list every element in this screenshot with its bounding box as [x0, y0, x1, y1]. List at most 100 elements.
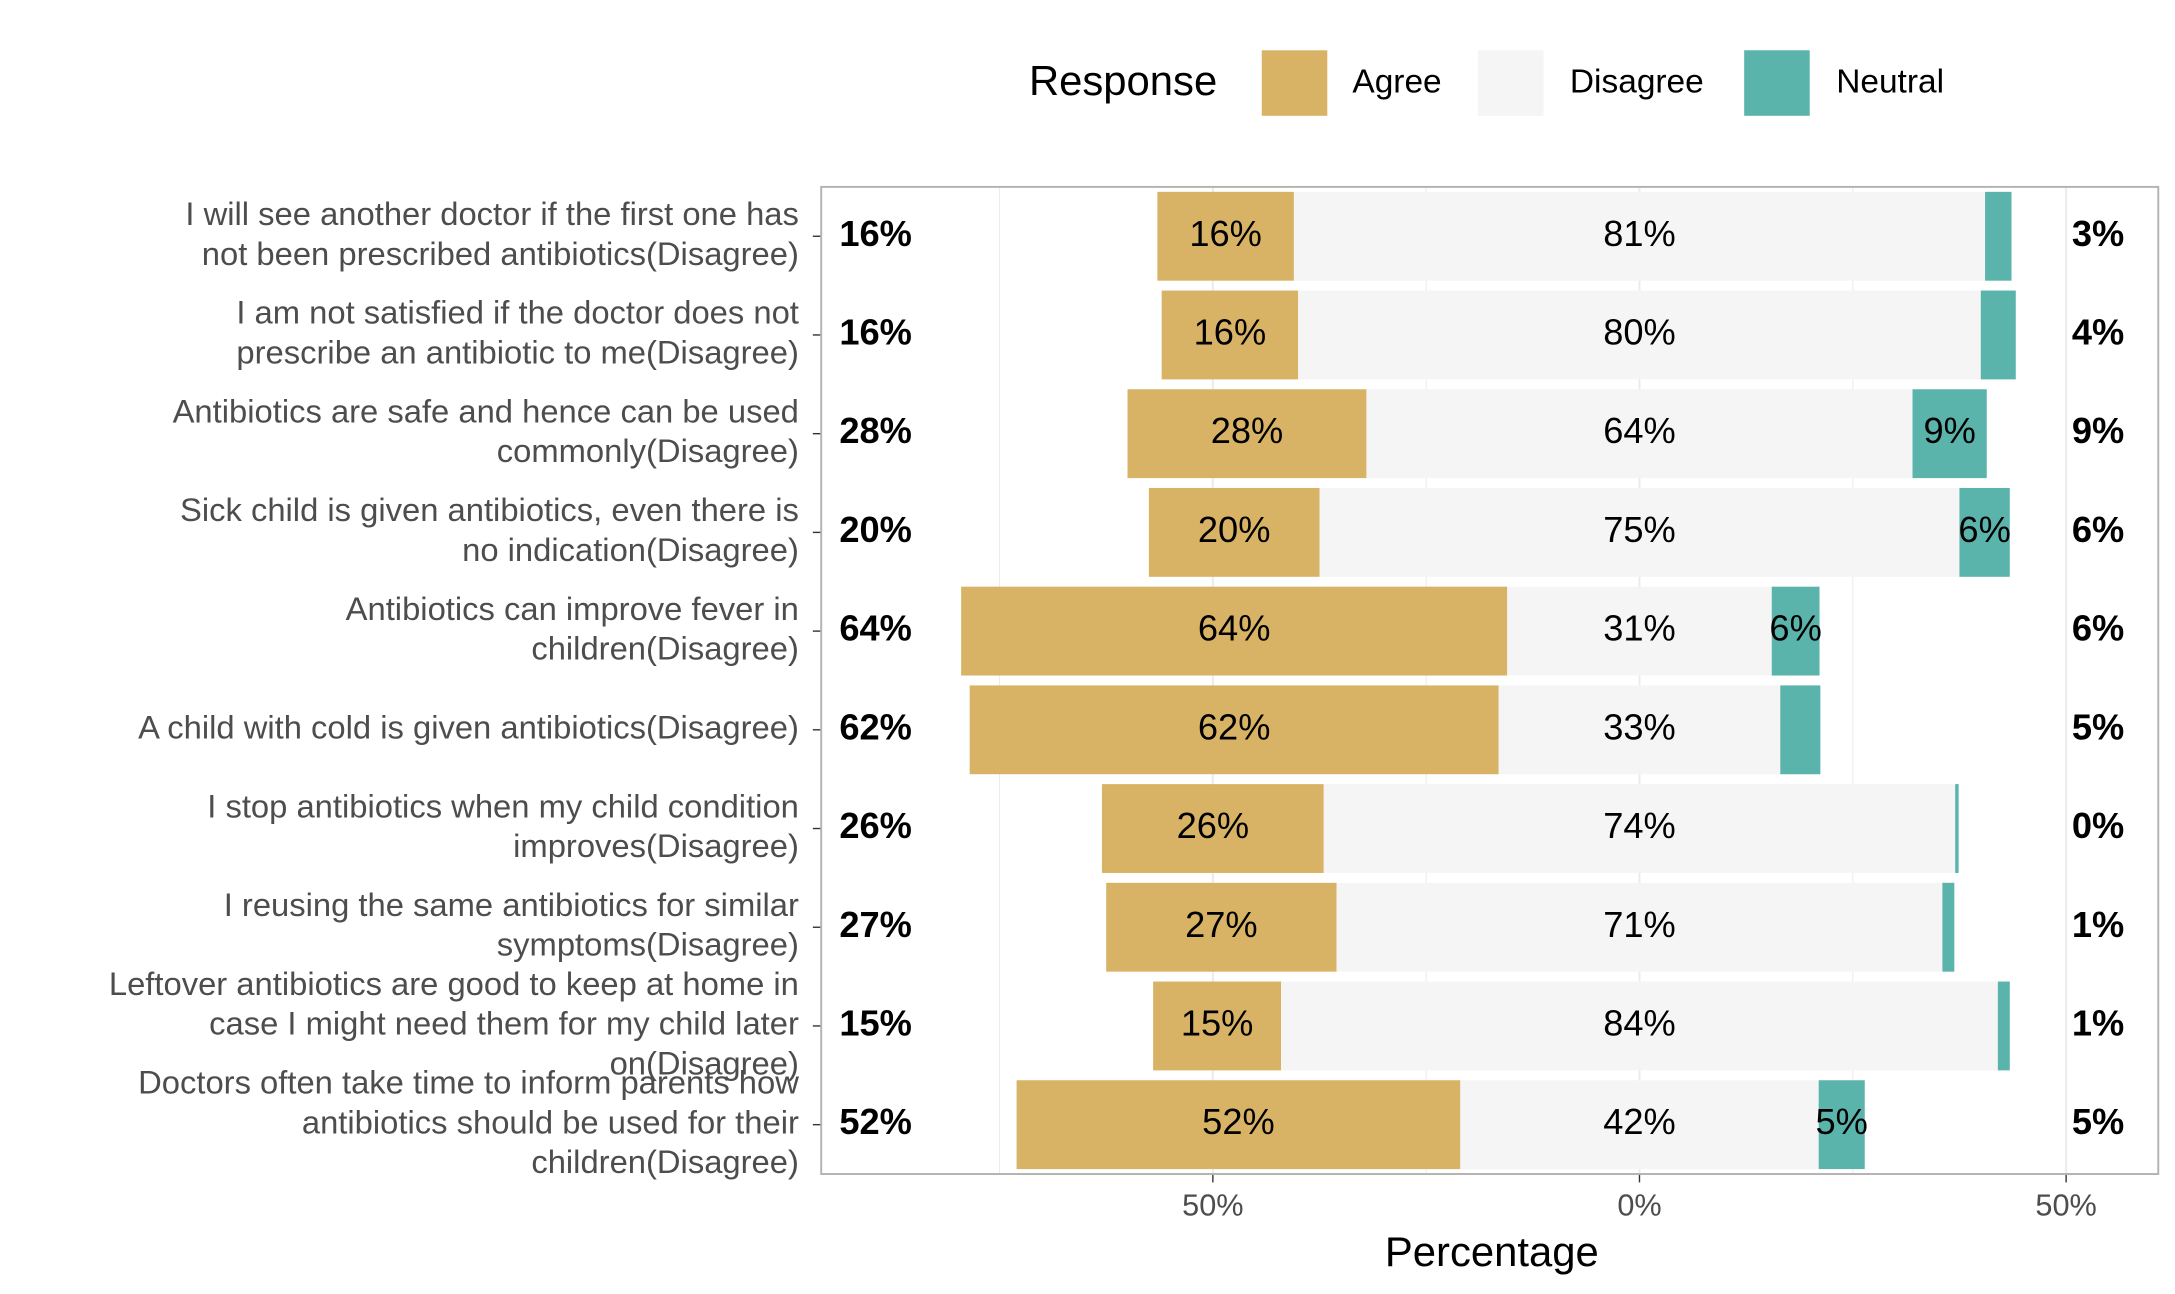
bar-label: 81% — [1603, 213, 1676, 254]
y-tick-label: commonly(Disagree) — [497, 432, 799, 469]
y-tick-label: no indication(Disagree) — [462, 531, 799, 568]
bar-label: 15% — [1181, 1003, 1254, 1044]
bar-agree — [1153, 981, 1282, 1071]
right-total-label: 3% — [2072, 213, 2124, 254]
bar-label: 26% — [1177, 805, 1250, 846]
bar-label: 74% — [1603, 805, 1676, 846]
bar-label: 33% — [1603, 706, 1676, 747]
y-tick-label: Antibiotics can improve fever in — [346, 590, 799, 627]
y-tick-label: antibiotics should be used for their — [302, 1103, 799, 1140]
y-tick-label: children(Disagree) — [531, 630, 799, 667]
y-tick-label: I stop antibiotics when my child conditi… — [207, 787, 799, 824]
bar-neutral — [1942, 882, 1955, 972]
bar-agree — [1101, 784, 1324, 873]
right-total-label: 6% — [2072, 608, 2124, 649]
bar-label: 31% — [1603, 608, 1676, 649]
bar-disagree — [1298, 290, 1981, 380]
bar-neutral — [1818, 1080, 1865, 1170]
y-tick-label: not been prescribed antibiotics(Disagree… — [202, 235, 799, 272]
bar-neutral — [1959, 487, 2010, 577]
bar-agree — [1161, 290, 1299, 380]
bar-disagree — [1336, 882, 1943, 972]
y-tick-label: Doctors often take time to inform parent… — [138, 1064, 799, 1101]
bar-disagree — [1366, 389, 1913, 479]
y-tick-label: improves(Disagree) — [513, 827, 799, 864]
left-total-label: 62% — [839, 706, 912, 747]
right-total-label: 5% — [2072, 706, 2124, 747]
bar-label: 9% — [1923, 410, 1975, 451]
legend-label: Neutral — [1836, 64, 1944, 101]
bar-label: 84% — [1603, 1003, 1676, 1044]
y-tick-label: Leftover antibiotics are good to keep at… — [109, 965, 799, 1002]
bar-label: 80% — [1603, 312, 1676, 353]
bar-label: 64% — [1603, 410, 1676, 451]
y-tick-label: I reusing the same antibiotics for simil… — [224, 886, 799, 923]
right-total-label: 4% — [2072, 312, 2124, 353]
left-total-label: 16% — [839, 312, 912, 353]
right-total-label: 1% — [2072, 1003, 2124, 1044]
y-tick-label: symptoms(Disagree) — [497, 926, 799, 963]
bar-label: 62% — [1198, 706, 1271, 747]
legend-title: Response — [1029, 57, 1217, 104]
bar-agree — [1016, 1080, 1461, 1170]
legend-key — [1744, 50, 1810, 116]
y-tick-label: prescribe an antibiotic to me(Disagree) — [236, 333, 798, 370]
bar-label: 64% — [1198, 608, 1271, 649]
bar-label: 6% — [1769, 608, 1821, 649]
bar-label: 5% — [1816, 1101, 1868, 1142]
right-total-label: 6% — [2072, 509, 2124, 550]
bar-label: 71% — [1603, 904, 1676, 945]
bar-agree — [1148, 487, 1320, 577]
bar-label: 27% — [1185, 904, 1258, 945]
y-tick-label: on(Disagree) — [610, 1044, 799, 1081]
bar-label: 16% — [1189, 213, 1262, 254]
bar-disagree — [1498, 685, 1781, 775]
bar-label: 28% — [1211, 410, 1284, 451]
bar-disagree — [1293, 191, 1986, 281]
bar-disagree — [1507, 586, 1772, 676]
y-tick-label: case I might need them for my child late… — [209, 1005, 799, 1042]
bar-neutral — [1912, 389, 1987, 479]
legend-key — [1477, 50, 1544, 116]
bar-neutral — [1980, 290, 2016, 380]
left-total-label: 52% — [839, 1101, 912, 1142]
y-tick-label: I am not satisfied if the doctor does no… — [236, 294, 799, 331]
bar-label: 52% — [1202, 1101, 1275, 1142]
bar-agree — [1127, 389, 1367, 479]
left-total-label: 64% — [839, 608, 912, 649]
y-tick-label: children(Disagree) — [531, 1143, 799, 1180]
bar-agree — [969, 685, 1499, 775]
y-tick-label: Sick child is given antibiotics, even th… — [180, 491, 799, 528]
left-total-label: 28% — [839, 410, 912, 451]
bar-disagree — [1460, 1080, 1819, 1170]
bar-agree — [1157, 191, 1294, 281]
bar-neutral — [1780, 685, 1821, 775]
left-total-label: 15% — [839, 1003, 912, 1044]
x-tick-label: 50% — [1182, 1189, 1243, 1223]
right-total-label: 1% — [2072, 904, 2124, 945]
bar-label: 20% — [1198, 509, 1271, 550]
bar-label: 42% — [1603, 1101, 1676, 1142]
bar-agree — [1106, 882, 1337, 972]
left-total-label: 27% — [839, 904, 912, 945]
bar-neutral — [1771, 586, 1820, 676]
left-total-label: 20% — [839, 509, 912, 550]
x-tick-label: 50% — [2035, 1189, 2096, 1223]
left-total-label: 26% — [839, 805, 912, 846]
bar-agree — [961, 586, 1508, 676]
bar-disagree — [1319, 487, 1960, 577]
x-tick-label: 0% — [1617, 1189, 1661, 1223]
panel-border — [820, 185, 2160, 1175]
bar-neutral — [1997, 981, 2010, 1071]
bar-disagree — [1281, 981, 1998, 1071]
left-total-label: 16% — [839, 213, 912, 254]
bar-label: 16% — [1194, 312, 1267, 353]
bar-label: 6% — [1958, 509, 2010, 550]
y-tick-label: A child with cold is given antibiotics(D… — [138, 708, 799, 745]
right-total-label: 5% — [2072, 1101, 2124, 1142]
y-tick-label: I will see another doctor if the first o… — [185, 195, 798, 232]
legend-key — [1261, 50, 1328, 116]
bar-neutral — [1955, 784, 1959, 873]
right-total-label: 0% — [2072, 805, 2124, 846]
bar-disagree — [1323, 784, 1956, 873]
